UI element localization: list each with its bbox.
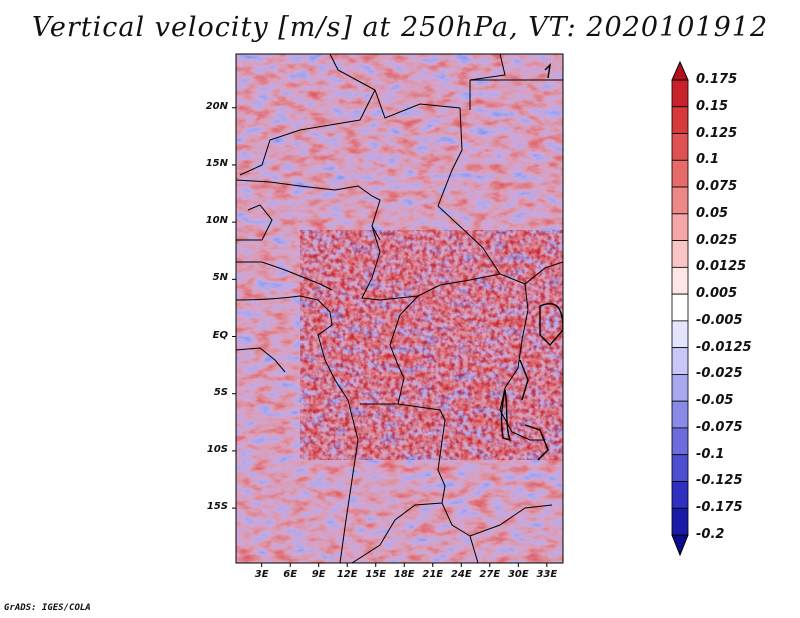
colorbar-label: 0.0125 [696,259,747,275]
colorbar-swatch [671,293,689,322]
colorbar [671,60,689,557]
colorbar-swatch [671,374,689,402]
lon-label-12e: 12E [336,569,358,580]
colorbar-swatch [671,320,689,349]
colorbar-swatch [671,266,689,295]
colorbar-label: -0.2 [696,527,725,542]
map-frame [235,53,564,564]
lat-label-15s: 15S [206,501,228,513]
colorbar-swatch [671,240,689,268]
lon-tick-marks [261,563,548,567]
colorbar-label: -0.025 [696,366,743,382]
colorbar-swatch [671,427,689,456]
lat-label-5s: 5S [213,386,228,398]
lon-label-9e: 9E [311,569,326,580]
country-borders [236,54,563,563]
colorbar-label: 0.15 [696,98,729,114]
colorbar-swatch [671,133,689,161]
lakes-and-coast [500,62,563,461]
colorbar-label: -0.05 [696,393,734,409]
colorbar-label: -0.1 [696,446,725,462]
lon-label-15e: 15E [365,569,387,580]
colorbar-swatch [671,481,689,509]
colorbar-label: -0.075 [696,419,743,435]
lat-label-10s: 10S [206,443,228,455]
colorbar-swatch [671,213,689,241]
colorbar-swatch [671,454,689,482]
colorbar-label: 0.125 [696,125,738,141]
lat-label-5n: 5N [212,272,228,284]
colorbar-label: 0.175 [696,72,738,87]
colorbar-label: -0.0125 [696,339,752,355]
colorbar-label: -0.005 [696,312,743,328]
lon-label-3e: 3E [254,569,269,580]
lon-label-33e: 33E [536,569,558,580]
lon-label-6e: 6E [283,569,298,580]
colorbar-swatch [671,186,689,215]
colorbar-label: -0.175 [696,500,743,516]
colorbar-swatch [671,79,689,108]
grads-credit: GrADS: IGES/COLA [4,603,91,613]
colorbar-label: 0.075 [696,179,738,195]
colorbar-swatch [671,400,689,429]
colorbar-swatch [671,507,689,536]
colorbar-label: 0.1 [696,152,720,168]
lat-label-eq: EQ [212,329,228,341]
lon-label-27e: 27E [479,569,501,580]
colorbar-swatch [671,106,689,134]
lon-label-30e: 30E [507,569,529,580]
colorbar-lower-arrow [671,534,689,557]
colorbar-swatch [671,347,689,375]
lon-label-24e: 24E [450,569,472,580]
lon-label-21e: 21E [422,569,444,580]
lat-tick-marks [232,107,236,509]
lat-label-20n: 20N [205,100,228,112]
lat-label-10n: 10N [205,215,228,227]
colorbar-label: -0.125 [696,473,743,489]
colorbar-label: 0.025 [696,232,738,248]
chart-title: Vertical velocity [m/s] at 250hPa, VT: 2… [31,12,769,43]
lat-label-15n: 15N [205,157,228,169]
colorbar-upper-arrow [671,60,689,81]
colorbar-swatch [671,159,689,188]
colorbar-label: 0.05 [696,205,729,221]
colorbar-label: 0.005 [696,286,738,302]
lon-label-18e: 18E [393,569,415,580]
velocity-field [236,54,563,563]
